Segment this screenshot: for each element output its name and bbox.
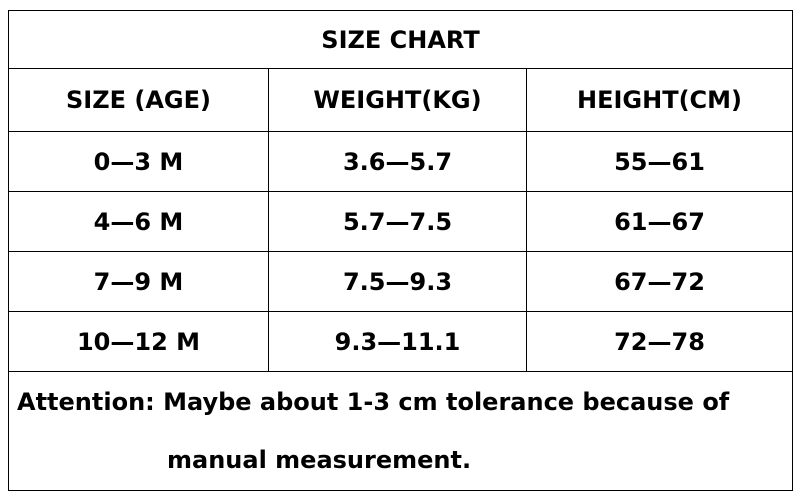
weight-cell: 5.7—7.5 xyxy=(268,191,527,252)
table-row: 0—3 M 3.6—5.7 55—61 xyxy=(8,131,793,192)
note-line-2: manual measurement. xyxy=(167,446,472,474)
size-cell: 4—6 M xyxy=(8,191,269,252)
size-cell: 7—9 M xyxy=(8,251,269,312)
table-row: 10—12 M 9.3—11.1 72—78 xyxy=(8,311,793,372)
height-cell: 55—61 xyxy=(526,131,793,192)
size-chart-table: SIZE CHART SIZE (AGE) WEIGHT(KG) HEIGHT(… xyxy=(8,10,793,491)
weight-cell: 9.3—11.1 xyxy=(268,311,527,372)
header-size-age: SIZE (AGE) xyxy=(8,68,269,132)
note-line-1: Attention: Maybe about 1-3 cm tolerance … xyxy=(17,388,730,416)
size-cell: 10—12 M xyxy=(8,311,269,372)
height-cell: 72—78 xyxy=(526,311,793,372)
weight-cell: 7.5—9.3 xyxy=(268,251,527,312)
table-row: 7—9 M 7.5—9.3 67—72 xyxy=(8,251,793,312)
note-row: Attention: Maybe about 1-3 cm tolerance … xyxy=(8,371,793,491)
size-cell: 0—3 M xyxy=(8,131,269,192)
header-row: SIZE (AGE) WEIGHT(KG) HEIGHT(CM) xyxy=(8,68,793,132)
header-height: HEIGHT(CM) xyxy=(526,68,793,132)
attention-note: Attention: Maybe about 1-3 cm tolerance … xyxy=(8,371,793,491)
title-row: SIZE CHART xyxy=(8,10,793,69)
height-cell: 61—67 xyxy=(526,191,793,252)
chart-title: SIZE CHART xyxy=(8,10,793,69)
table-row: 4—6 M 5.7—7.5 61—67 xyxy=(8,191,793,252)
weight-cell: 3.6—5.7 xyxy=(268,131,527,192)
header-weight: WEIGHT(KG) xyxy=(268,68,527,132)
height-cell: 67—72 xyxy=(526,251,793,312)
